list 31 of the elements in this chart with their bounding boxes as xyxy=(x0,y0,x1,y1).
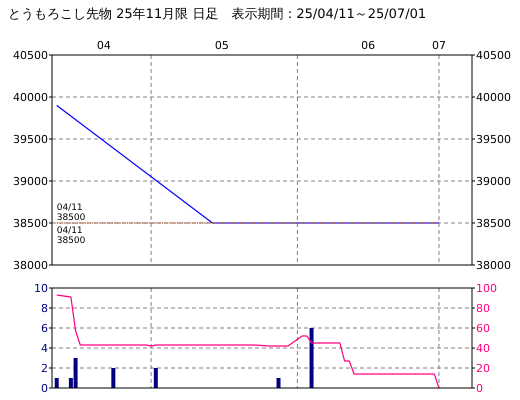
y2-tick-label: 39500 xyxy=(476,133,511,146)
y2-tick-label: 0 xyxy=(476,382,483,395)
y-tick-label: 39000 xyxy=(13,175,48,188)
y2-tick-label: 20 xyxy=(476,362,490,375)
y2-tick-label: 80 xyxy=(476,302,490,315)
x-tick-label: 05 xyxy=(214,39,229,52)
y-tick-label: 4 xyxy=(41,342,48,355)
y-tick-label: 39500 xyxy=(13,133,48,146)
x-tick-label: 06 xyxy=(361,39,376,52)
y2-tick-label: 40000 xyxy=(476,91,511,104)
y-tick-label: 40000 xyxy=(13,91,48,104)
y-tick-label: 40500 xyxy=(13,49,48,62)
y-tick-label: 8 xyxy=(41,302,48,315)
x-tick-label: 04 xyxy=(96,39,111,52)
y-tick-label: 10 xyxy=(34,282,48,295)
y-tick-label: 2 xyxy=(41,362,48,375)
x-tick-label: 07 xyxy=(432,39,446,52)
y-tick-label: 38000 xyxy=(13,259,48,272)
y-tick-label: 0 xyxy=(41,382,48,395)
y2-tick-label: 100 xyxy=(476,282,497,295)
y2-tick-label: 40500 xyxy=(476,49,511,62)
annotation: 04/11 38500 xyxy=(56,203,86,223)
y2-tick-label: 40 xyxy=(476,342,490,355)
chart-title: とうもろこし先物 25年11月限 日足 表示期間：25/04/11～25/07/01 xyxy=(8,7,426,22)
y2-tick-label: 60 xyxy=(476,322,490,335)
y-tick-label: 38500 xyxy=(13,217,48,230)
y2-tick-label: 39000 xyxy=(476,175,511,188)
y-tick-label: 6 xyxy=(41,322,48,335)
y2-tick-label: 38500 xyxy=(476,217,511,230)
y2-tick-label: 38000 xyxy=(476,259,511,272)
annotation: 04/11 38500 xyxy=(56,226,86,246)
